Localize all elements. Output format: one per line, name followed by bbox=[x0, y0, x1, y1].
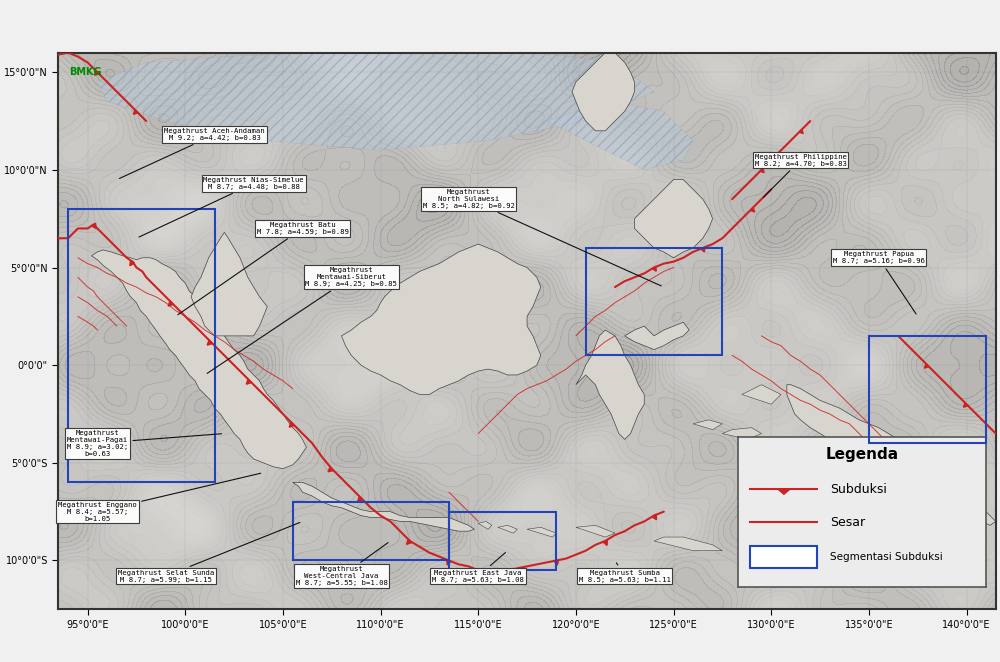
Polygon shape bbox=[478, 522, 492, 529]
Bar bbox=[869, 336, 986, 444]
Text: Megathrust
West-Central Java
M 8.7; a=5.55; b=1.08: Megathrust West-Central Java M 8.7; a=5.… bbox=[296, 543, 388, 586]
Polygon shape bbox=[572, 53, 634, 131]
Polygon shape bbox=[133, 110, 138, 115]
Polygon shape bbox=[505, 570, 510, 575]
Polygon shape bbox=[97, 53, 654, 150]
Polygon shape bbox=[701, 247, 705, 252]
Text: Megathrust Nias-Simelue
M 8.7; a=4.48; b=0.88: Megathrust Nias-Simelue M 8.7; a=4.48; b… bbox=[139, 177, 304, 237]
Polygon shape bbox=[787, 385, 996, 526]
Polygon shape bbox=[289, 422, 294, 427]
Polygon shape bbox=[18, 86, 23, 90]
Polygon shape bbox=[760, 169, 764, 173]
Polygon shape bbox=[406, 540, 412, 544]
Polygon shape bbox=[246, 379, 251, 384]
Text: Megathrust Philippine
M 8.2; a=4.70; b=0.83: Megathrust Philippine M 8.2; a=4.70; b=0… bbox=[755, 154, 846, 197]
Polygon shape bbox=[94, 71, 99, 75]
Polygon shape bbox=[168, 301, 173, 306]
Polygon shape bbox=[924, 363, 929, 368]
Polygon shape bbox=[47, 57, 51, 62]
Polygon shape bbox=[92, 250, 306, 469]
Polygon shape bbox=[342, 244, 541, 395]
Polygon shape bbox=[652, 514, 657, 520]
Polygon shape bbox=[498, 526, 517, 533]
Polygon shape bbox=[38, 197, 43, 201]
Bar bbox=[293, 502, 449, 561]
Polygon shape bbox=[130, 260, 135, 265]
Text: Megathrust
Mentawai-Siberut
M 8.9; a=4.25; b=0.85: Megathrust Mentawai-Siberut M 8.9; a=4.2… bbox=[207, 267, 397, 373]
Bar bbox=[449, 512, 556, 570]
Polygon shape bbox=[293, 483, 474, 531]
Polygon shape bbox=[91, 223, 96, 228]
Bar bbox=[68, 209, 215, 483]
Text: Megathrust
Mentawai-Pagai
M 8.9; a=3.02;
b=0.63: Megathrust Mentawai-Pagai M 8.9; a=3.02;… bbox=[67, 430, 222, 457]
Polygon shape bbox=[634, 179, 713, 258]
Polygon shape bbox=[654, 537, 722, 551]
Polygon shape bbox=[652, 266, 656, 271]
Text: Megathrust Papua
M 8.7; a=5.16; b=0.96: Megathrust Papua M 8.7; a=5.16; b=0.96 bbox=[833, 252, 925, 314]
Polygon shape bbox=[693, 420, 722, 430]
Text: Megathrust Enggano
M 8.4; a=5.57;
b=1.05: Megathrust Enggano M 8.4; a=5.57; b=1.05 bbox=[58, 473, 261, 522]
Polygon shape bbox=[603, 540, 607, 545]
Polygon shape bbox=[358, 496, 363, 501]
Polygon shape bbox=[554, 560, 559, 565]
Polygon shape bbox=[742, 385, 781, 404]
Text: Megathrust Selat Sunda
M 8.7; a=5.99; b=1.15: Megathrust Selat Sunda M 8.7; a=5.99; b=… bbox=[118, 522, 300, 583]
Polygon shape bbox=[799, 130, 803, 134]
Polygon shape bbox=[750, 207, 755, 212]
Polygon shape bbox=[625, 322, 689, 350]
Polygon shape bbox=[722, 428, 761, 440]
Polygon shape bbox=[13, 138, 17, 142]
Text: Megathrust Sumba
M 8.5; a=5.63; b=1.11: Megathrust Sumba M 8.5; a=5.63; b=1.11 bbox=[579, 563, 671, 583]
Bar bbox=[586, 248, 722, 355]
Text: Megathrust Batu
M 7.8; a=4.59; b=0.89: Megathrust Batu M 7.8; a=4.59; b=0.89 bbox=[178, 222, 348, 314]
Polygon shape bbox=[447, 559, 451, 565]
Text: Megathrust East Java
M 8.7; a=5.63; b=1.08: Megathrust East Java M 8.7; a=5.63; b=1.… bbox=[432, 553, 524, 583]
Polygon shape bbox=[576, 330, 644, 440]
Polygon shape bbox=[963, 402, 968, 407]
Text: Megathrust
North Sulawesi
M 8.5; a=4.82; b=0.92: Megathrust North Sulawesi M 8.5; a=4.82;… bbox=[423, 189, 661, 286]
Text: BMKG: BMKG bbox=[70, 67, 102, 77]
Text: Megathrust Aceh-Andaman
M 9.2; a=4.42; b=0.83: Megathrust Aceh-Andaman M 9.2; a=4.42; b… bbox=[119, 128, 265, 179]
Polygon shape bbox=[547, 101, 693, 170]
Polygon shape bbox=[328, 467, 333, 472]
Polygon shape bbox=[207, 340, 212, 345]
Polygon shape bbox=[576, 526, 615, 537]
Polygon shape bbox=[527, 527, 556, 537]
Polygon shape bbox=[191, 232, 267, 336]
